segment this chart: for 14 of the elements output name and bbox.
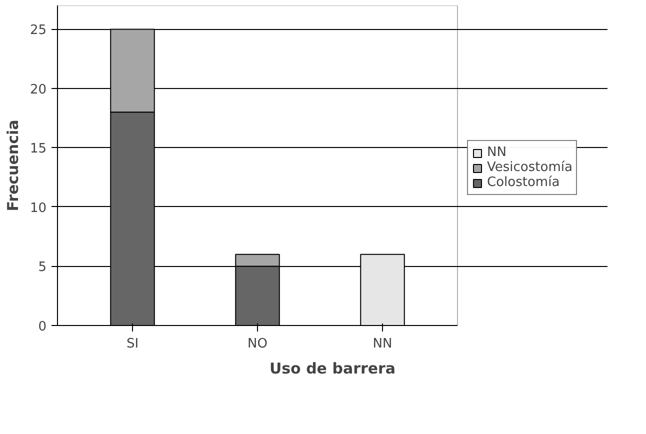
y-tick-label: 20: [30, 82, 47, 98]
x-tick-label: NN: [372, 336, 392, 352]
legend-label: Vesicostomía: [487, 160, 572, 175]
x-tick-label: SI: [126, 336, 139, 352]
x-tick-label: NO: [248, 336, 268, 352]
y-tick-label: 25: [30, 23, 47, 38]
y-axis-title: Frecuencia: [4, 120, 22, 212]
y-tick-label: 0: [38, 320, 47, 334]
y-tick-label: 5: [38, 260, 47, 276]
x-axis-title: Uso de barrera: [269, 360, 396, 378]
y-tick-label: 10: [30, 200, 47, 216]
legend-label: NN: [487, 145, 507, 160]
legend-label: Colostomía: [487, 175, 560, 190]
y-tick-label: 15: [30, 142, 47, 157]
